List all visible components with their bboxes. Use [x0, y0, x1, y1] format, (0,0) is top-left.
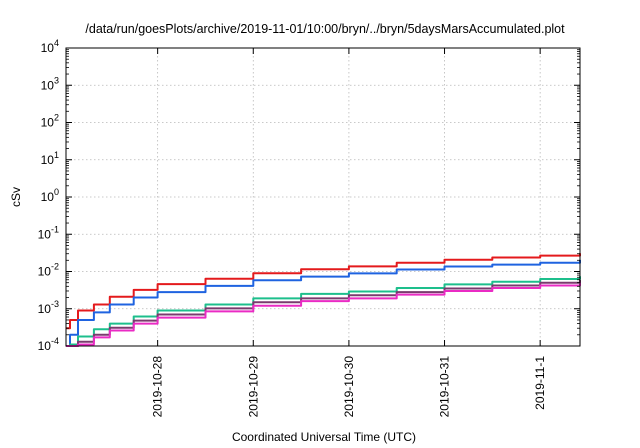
- y-axis-label: cSv: [9, 187, 23, 207]
- y-tick-label: 101: [41, 150, 59, 167]
- series-line-1: [66, 253, 581, 330]
- x-tick-label: 2019-10-28: [151, 356, 165, 418]
- y-tick-label: 103: [41, 75, 59, 92]
- y-tick-label: 10-2: [38, 262, 59, 279]
- series-layer: [66, 253, 581, 347]
- x-tick-label: 2019-10-29: [246, 356, 260, 418]
- y-tick-label: 102: [41, 113, 59, 130]
- y-tick-label: 10-4: [38, 336, 59, 353]
- x-axis-label: Coordinated Universal Time (UTC): [232, 430, 416, 444]
- tick-layer: 10-4 10-3 10-2 10-1 100 101 102 103 104 2019-10-2…: [38, 38, 580, 417]
- y-tick-label: 104: [41, 38, 59, 55]
- x-tick-label: 2019-10-30: [342, 356, 356, 418]
- y-tick-label: 10-1: [38, 224, 59, 241]
- x-tick-label: 2019-11-1: [533, 356, 547, 410]
- series-line-3: [66, 276, 581, 347]
- series-line-2: [66, 259, 581, 347]
- chart-title: /data/run/goesPlots/archive/2019-11-01/1…: [85, 22, 565, 36]
- series-line-5: [66, 282, 581, 347]
- y-tick-label: 100: [41, 187, 59, 204]
- y-tick-label: 10-3: [38, 299, 59, 316]
- x-tick-label: 2019-10-31: [438, 356, 452, 418]
